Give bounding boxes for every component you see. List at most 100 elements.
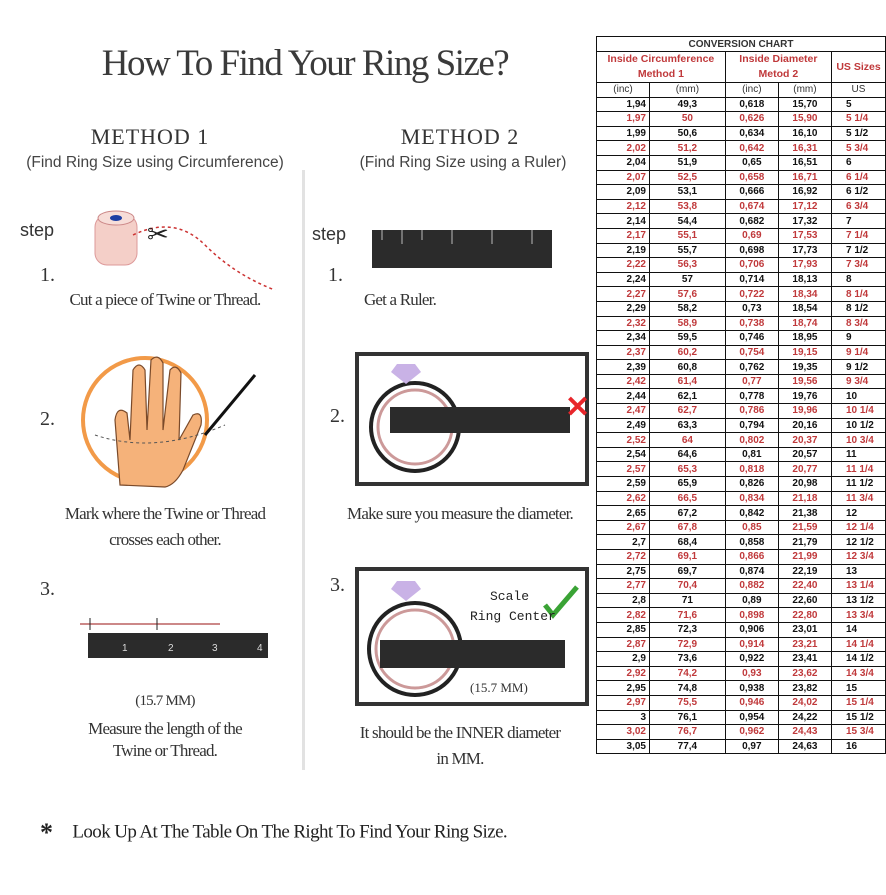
- table-row: 2,32 58,9 0,738 18,74 8 3/4: [596, 315, 886, 332]
- table-cell: 2,02: [596, 140, 650, 156]
- table-cell: 58,2: [649, 300, 726, 317]
- table-cell: 69,7: [649, 563, 726, 580]
- table-cell: 10 1/2: [831, 417, 886, 434]
- table-cell: 59,5: [649, 330, 726, 346]
- table-cell: 8 3/4: [831, 315, 886, 332]
- table-cell: 2,37: [596, 344, 650, 361]
- table-cell: 13 1/4: [831, 578, 886, 594]
- table-cell: 15,70: [777, 96, 833, 113]
- table-cell: 9 1/4: [831, 344, 886, 361]
- ring-inner-diameter-icon: [355, 567, 589, 706]
- table-cell: 15: [831, 680, 886, 696]
- table-cell: 2,24: [596, 271, 650, 288]
- table-cell: 0,69: [724, 227, 779, 244]
- table-cell: 23,62: [777, 665, 833, 682]
- table-cell: 13 3/4: [831, 607, 886, 623]
- table-cell: 0,938: [724, 680, 779, 696]
- table-cell: 22,80: [777, 607, 833, 623]
- table-cell: 2,12: [596, 198, 650, 215]
- table-cell: 2,9: [596, 651, 650, 667]
- table-cell: 2,92: [596, 665, 650, 682]
- table-row: 2,72 69,1 0,866 21,99 12 3/4: [596, 549, 886, 565]
- caption-line: Measure the length of the: [88, 719, 243, 738]
- table-row: 2,62 66,5 0,834 21,18 11 3/4: [596, 490, 886, 507]
- table-row: 2,59 65,9 0,826 20,98 11 1/2: [596, 476, 886, 492]
- table-cell: 2,27: [596, 286, 650, 302]
- table-cell: 2,8: [596, 592, 650, 609]
- table-cell: 54,4: [649, 213, 726, 229]
- ruler-tick: 4: [257, 643, 263, 654]
- method2-step-label: step: [312, 224, 347, 244]
- table-row: 2,8 71 0,89 22,60 13 1/2: [596, 592, 886, 609]
- table-cell: 0,85: [724, 519, 779, 536]
- table-cell: 72,9: [649, 636, 726, 653]
- table-cell: 21,38: [777, 505, 833, 521]
- column-divider: [302, 170, 305, 770]
- table-cell: 77,4: [649, 738, 726, 755]
- table-cell: 5: [831, 96, 886, 113]
- table-cell: 0,786: [724, 403, 779, 419]
- table-cell: 5 1/2: [831, 125, 886, 142]
- table-cell: 0,682: [724, 213, 779, 229]
- table-cell: 51,2: [649, 140, 726, 156]
- method1-measure: (15.7 MM): [135, 693, 195, 709]
- table-cell: 3,02: [596, 724, 650, 740]
- table-cell: 74,2: [649, 665, 726, 682]
- table-cell: 18,34: [777, 286, 833, 302]
- table-cell: 76,7: [649, 724, 726, 740]
- table-cell: 18,13: [777, 271, 833, 288]
- table-cell: 2,67: [596, 519, 650, 536]
- table-cell: 21,99: [777, 549, 833, 565]
- table-row: 3,02 76,7 0,962 24,43 15 3/4: [596, 724, 886, 740]
- table-row: 3,05 77,4 0,97 24,63 16: [596, 738, 886, 755]
- table-cell: 17,73: [777, 242, 833, 259]
- table-row: 2,09 53,1 0,666 16,92 6 1/2: [596, 184, 886, 200]
- table-cell: 64: [649, 432, 726, 448]
- method1-step2-number: 2.: [40, 408, 55, 430]
- table-cell: 1,97: [596, 111, 650, 127]
- table-cell: 20,98: [777, 476, 833, 492]
- table-cell: 8 1/4: [831, 286, 886, 302]
- table-cell: 0,706: [724, 257, 779, 273]
- table-cell: 3,05: [596, 738, 650, 755]
- table-cell: 2,59: [596, 476, 650, 492]
- table-cell: 6 1/2: [831, 184, 886, 200]
- table-cell: 66,5: [649, 490, 726, 507]
- scale-label: Scale: [490, 589, 530, 604]
- table-cell: 67,8: [649, 519, 726, 536]
- table-cell: 0,882: [724, 578, 779, 594]
- table-row: 2,87 72,9 0,914 23,21 14 1/4: [596, 636, 886, 653]
- ruler-labels: 1 2 3 4: [80, 633, 270, 658]
- table-cell: 7: [831, 213, 886, 229]
- table-cell: 65,3: [649, 461, 726, 478]
- table-row: 2,37 60,2 0,754 19,15 9 1/4: [596, 344, 886, 361]
- table-row: 2,95 74,8 0,938 23,82 15: [596, 680, 886, 696]
- table-cell: 17,93: [777, 257, 833, 273]
- table-title: CONVERSION CHART: [596, 36, 886, 52]
- table-cell: 14 1/2: [831, 651, 886, 667]
- table-row: 2,97 75,5 0,946 24,02 15 1/4: [596, 694, 886, 711]
- table-row: 2,42 61,4 0,77 19,56 9 3/4: [596, 373, 886, 390]
- table-cell: 1,99: [596, 125, 650, 142]
- table-cell: 12 1/4: [831, 519, 886, 536]
- table-cell: 0,754: [724, 344, 779, 361]
- table-cell: 11 1/2: [831, 476, 886, 492]
- table-cell: 10 3/4: [831, 432, 886, 448]
- ruler-tick: 3: [212, 643, 218, 654]
- table-cell: 18,54: [777, 300, 833, 317]
- table-cell: 12 3/4: [831, 549, 886, 565]
- table-cell: 2,54: [596, 446, 650, 463]
- table-cell: 20,16: [777, 417, 833, 434]
- footnote: * Look Up At The Table On The Right To Fi…: [40, 818, 508, 848]
- table-cell: 11 1/4: [831, 461, 886, 478]
- table-row: 2,85 72,3 0,906 23,01 14: [596, 621, 886, 638]
- table-cell: 16,51: [777, 154, 833, 171]
- hand-measure-icon: [81, 356, 257, 488]
- table-cell: 12: [831, 505, 886, 521]
- method2-step3-caption: It should be the INNER diameter in MM.: [310, 720, 610, 772]
- table-cell: 19,35: [777, 359, 833, 375]
- table-cell: 52,5: [649, 169, 726, 186]
- table-cell: 76,1: [649, 709, 726, 726]
- table-cell: 0,89: [724, 592, 779, 609]
- table-cell: 16,31: [777, 140, 833, 156]
